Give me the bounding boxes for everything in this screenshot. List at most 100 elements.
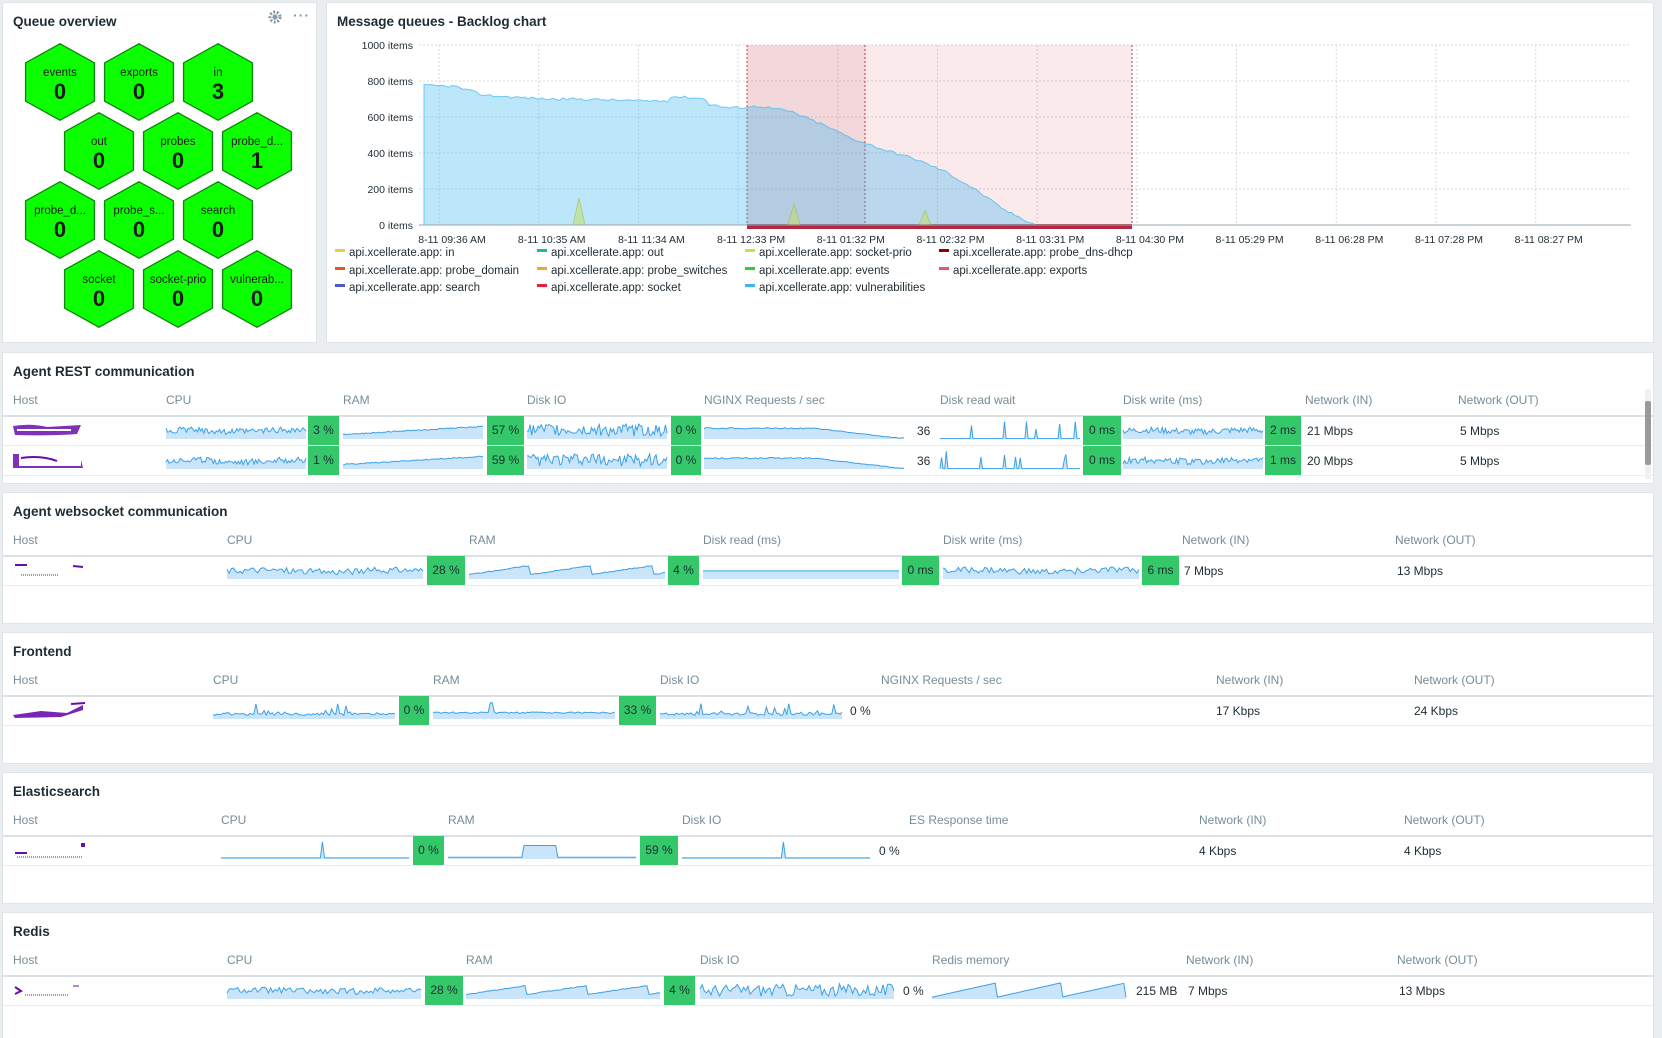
queue-hex-value: 0 (250, 285, 264, 311)
sparkline-area (1123, 457, 1263, 469)
x-tick-label: 8-11 05:29 PM (1216, 234, 1284, 246)
x-tick-label: 8-11 04:30 PM (1116, 234, 1184, 246)
legend-item[interactable]: api.xcellerate.app: events (745, 265, 889, 277)
queue-hex[interactable]: probes 0 (142, 112, 214, 190)
host-name-redacted[interactable] (11, 701, 85, 719)
queue-hex-value: 0 (211, 216, 225, 242)
sparkline-line (942, 566, 1140, 576)
sparkline-line (1122, 425, 1264, 436)
col-header-redis-memory: Redis memory (932, 953, 1010, 967)
y-tick-label: 0 items (379, 220, 413, 232)
queue-hex[interactable]: search 0 (182, 181, 254, 259)
legend-swatch (939, 266, 949, 270)
queue-hex[interactable]: vulnerab... 0 (221, 250, 293, 328)
col-header-network-out: Network (OUT) (1397, 953, 1478, 967)
legend-item[interactable]: api.xcellerate.app: probe_switches (537, 265, 727, 277)
network-out-value: 4 Kbps (1404, 844, 1442, 858)
network-in-value: 17 Kbps (1216, 704, 1261, 718)
legend-item[interactable]: api.xcellerate.app: socket-prio (745, 247, 912, 259)
host-name-redacted[interactable] (11, 422, 83, 438)
sparkline-line (703, 426, 905, 439)
network-in-value: 21 Mbps (1307, 424, 1354, 438)
ram-badge: 33 % (619, 696, 656, 725)
queue-hex-name: probe_d... (231, 135, 283, 148)
legend-item[interactable]: api.xcellerate.app: in (335, 247, 454, 259)
legend-item[interactable]: api.xcellerate.app: search (335, 282, 480, 294)
x-tick-label: 8-11 09:36 AM (418, 234, 486, 246)
agent-websocket-panel: Agent websocket communication Host CPU R… (2, 492, 1654, 624)
x-tick-label: 8-11 12:33 PM (717, 234, 785, 246)
network-in-value: 7 Mbps (1184, 564, 1224, 578)
disk-io-sparkline (682, 841, 870, 859)
queue-hex-name: socket (82, 273, 116, 286)
legend-swatch (745, 266, 755, 270)
alert-region (747, 45, 1132, 225)
legend-item[interactable]: api.xcellerate.app: socket (537, 282, 681, 294)
x-tick-label: 8-11 10:35 AM (518, 234, 586, 246)
legend-item[interactable]: api.xcellerate.app: vulnerabilities (745, 282, 925, 294)
disk-io-badge: 0 % (671, 416, 701, 445)
scrollbar-thumb[interactable] (1645, 401, 1651, 465)
legend-item[interactable]: api.xcellerate.app: probe_dns-dhcp (939, 247, 1133, 259)
ram-badge: 57 % (487, 416, 524, 445)
queue-hex[interactable]: out 0 (63, 112, 135, 190)
network-out-value: 5 Mbps (1460, 454, 1500, 468)
scrollbar[interactable] (1645, 389, 1651, 479)
more-icon[interactable]: ··· (293, 7, 310, 23)
nginx-value: 36 (917, 424, 931, 438)
disk-io-badge: 0 % (671, 446, 701, 475)
queue-hex-name: out (91, 135, 107, 148)
ram-badge: 59 % (640, 836, 678, 865)
queue-hex[interactable]: exports 0 (103, 43, 175, 121)
queue-hex[interactable]: probe_d... 0 (24, 181, 96, 259)
queue-hex-name: probes (160, 135, 196, 148)
sparkline-line (699, 982, 895, 998)
host-name-redacted[interactable] (11, 841, 87, 859)
legend-swatch (745, 249, 755, 253)
col-header-host: Host (13, 813, 38, 827)
host-name-redacted[interactable] (11, 452, 83, 470)
disk-read-wait-badge: 0 ms (1083, 446, 1121, 475)
agent-rest-panel: Agent REST communication Host CPU RAM Di… (2, 352, 1654, 484)
disk-read-wait-sparkline (939, 451, 1080, 470)
network-in-value: 7 Mbps (1188, 984, 1228, 998)
ram-sparkline (468, 565, 666, 579)
queue-hex[interactable]: probe_s... 0 (103, 181, 175, 259)
queue-hex[interactable]: socket 0 (63, 250, 135, 328)
legend-label: api.xcellerate.app: probe_domain (349, 264, 520, 277)
legend-item[interactable]: api.xcellerate.app: out (537, 247, 664, 259)
col-header-disk-write: Disk write (ms) (943, 533, 1023, 547)
x-tick-label: 8-11 03:31 PM (1016, 234, 1084, 246)
col-header-disk-io: Disk IO (527, 393, 567, 407)
redis-memory-sparkline (931, 982, 1127, 999)
col-header-host: Host (13, 953, 38, 967)
legend-item[interactable]: api.xcellerate.app: exports (939, 265, 1087, 277)
redis-memory-value: 215 MB (1136, 984, 1178, 998)
queue-hex[interactable]: probe_d... 1 (221, 112, 293, 190)
sparkline-line (342, 455, 483, 466)
col-header-disk-io: Disk IO (660, 673, 700, 687)
sparkline-area (682, 841, 870, 859)
col-header-disk-io: Disk IO (682, 813, 722, 827)
sparkline-area (660, 703, 842, 719)
gear-icon[interactable] (267, 9, 283, 28)
queue-hex[interactable]: socket-prio 0 (142, 250, 214, 328)
backlog-chart[interactable]: 1000 items 800 items 600 items 400 items 200… (327, 3, 1655, 344)
queue-overview-title: Queue overview (13, 14, 117, 29)
sparkline-area (166, 427, 306, 439)
sparkline-line (165, 426, 307, 436)
host-name-redacted[interactable] (11, 561, 83, 577)
queue-hex-value: 0 (92, 147, 106, 173)
col-header-nginx: NGINX Requests / sec (704, 393, 825, 407)
col-header-disk-read-wait: Disk read wait (940, 393, 1016, 407)
queue-hex-name: socket-prio (149, 273, 207, 286)
host-name-redacted[interactable] (11, 981, 83, 999)
legend-label: api.xcellerate.app: in (349, 247, 455, 259)
disk-read-wait-badge: 0 ms (1083, 416, 1121, 445)
queue-hex[interactable]: in 3 (182, 43, 254, 121)
disk-io-sparkline (527, 451, 668, 469)
col-header-network-in: Network (IN) (1216, 673, 1284, 687)
col-header-host: Host (13, 393, 38, 407)
queue-hex[interactable]: events 0 (24, 43, 96, 121)
legend-item[interactable]: api.xcellerate.app: probe_domain (335, 265, 519, 277)
